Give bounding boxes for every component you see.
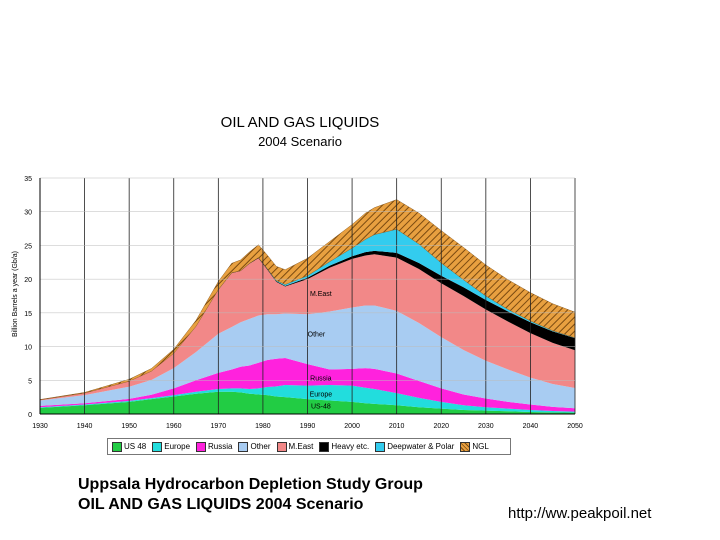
- legend-label: M.East: [288, 442, 314, 451]
- legend-swatch: [112, 441, 122, 452]
- legend-item: M.East: [276, 441, 314, 452]
- area-annotation: Russia: [310, 375, 332, 382]
- y-tick-label: 25: [24, 243, 32, 250]
- legend-swatch: [276, 441, 287, 452]
- area-annotation: US-48: [311, 404, 331, 411]
- legend-label: Europe: [164, 442, 191, 451]
- x-tick-label: 2010: [389, 423, 405, 430]
- y-axis-label: Billion Barrels a year (Gb/a): [12, 251, 19, 337]
- legend-item: Deepwater & Polar: [375, 441, 455, 452]
- x-tick-label: 1990: [300, 423, 316, 430]
- legend-label: Deepwater & Polar: [387, 442, 455, 451]
- legend-label: Heavy etc.: [331, 442, 370, 451]
- y-tick-label: 0: [28, 412, 32, 419]
- legend-label: Other: [250, 442, 271, 451]
- legend-swatch: [152, 441, 163, 452]
- area-annotation: Europe: [310, 391, 333, 398]
- legend-swatch: [238, 441, 249, 452]
- y-tick-label: 35: [24, 176, 32, 183]
- y-tick-label: 10: [24, 345, 32, 352]
- caption-line-2: OIL AND GAS LIQUIDS 2004 Scenario: [78, 496, 364, 513]
- legend-item: Russia: [196, 441, 233, 452]
- legend-item: Other: [238, 441, 271, 452]
- y-tick-label: 20: [24, 277, 32, 284]
- legend-item: US 48: [112, 441, 147, 452]
- legend-item: NGL: [460, 441, 489, 452]
- x-tick-label: 1970: [211, 423, 227, 430]
- legend-swatch: [375, 441, 386, 452]
- caption-line-1: Uppsala Hydrocarbon Depletion Study Grou…: [78, 476, 423, 493]
- x-tick-label: 1950: [121, 423, 137, 430]
- legend-label: NGL: [472, 442, 489, 451]
- legend-label: US 48: [124, 442, 147, 451]
- x-tick-label: 2050: [567, 423, 583, 430]
- legend-swatch: [319, 441, 330, 452]
- area-annotation: Other: [308, 331, 326, 338]
- x-tick-label: 2030: [478, 423, 494, 430]
- stacked-area-chart: 1930 1940 1950 1960 1970 1980 1990 2000 2010 2020…: [12, 176, 583, 430]
- legend-label: Russia: [208, 442, 233, 451]
- x-tick-label: 2020: [433, 423, 449, 430]
- x-tick-label: 1930: [32, 423, 48, 430]
- legend-swatch: [196, 441, 207, 452]
- x-tick-label: 1980: [255, 423, 271, 430]
- area-annotation: M.East: [310, 291, 332, 298]
- chart-legend: US 48 Europe Russia Other M.East Heavy etc. De…: [107, 438, 511, 455]
- y-tick-label: 5: [28, 378, 32, 385]
- source-url[interactable]: http://ww.peakpoil.net: [508, 505, 652, 522]
- x-tick-label: 1940: [77, 423, 93, 430]
- y-tick-label: 15: [24, 311, 32, 318]
- legend-item: Heavy etc.: [319, 441, 370, 452]
- chart-title: OIL AND GAS LIQUIDS: [220, 114, 380, 131]
- x-tick-label: 2040: [523, 423, 539, 430]
- legend-item: Europe: [152, 441, 191, 452]
- y-tick-label: 30: [24, 210, 32, 217]
- x-tick-label: 1960: [166, 423, 182, 430]
- x-tick-label: 2000: [344, 423, 360, 430]
- legend-swatch: [460, 441, 471, 452]
- chart-subtitle: 2004 Scenario: [258, 134, 342, 149]
